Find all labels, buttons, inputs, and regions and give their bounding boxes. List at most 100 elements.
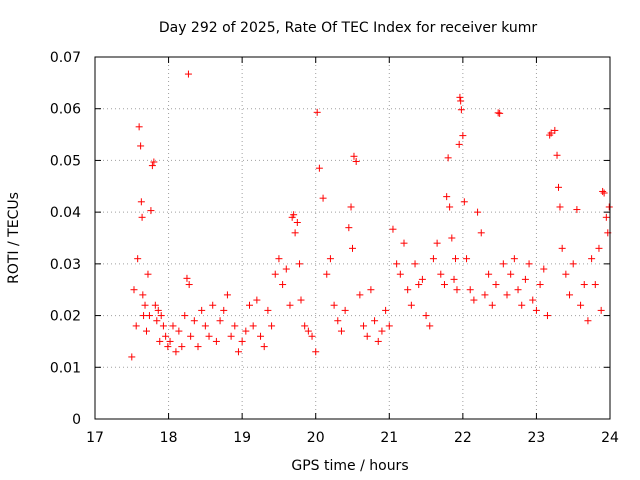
y-tick-label: 0.04	[50, 205, 81, 221]
data-point	[580, 281, 588, 289]
data-point	[137, 198, 145, 206]
data-point	[453, 286, 461, 294]
data-point	[137, 142, 145, 150]
data-point	[404, 286, 412, 294]
data-point	[350, 152, 358, 160]
data-point	[569, 260, 577, 268]
data-point	[443, 193, 451, 201]
data-point	[573, 206, 581, 214]
data-point	[347, 203, 355, 211]
data-point	[481, 291, 489, 299]
data-point	[238, 337, 246, 345]
data-point	[139, 291, 147, 299]
data-point	[345, 224, 353, 232]
data-point	[135, 123, 143, 131]
data-point	[153, 317, 161, 325]
data-point	[301, 322, 309, 330]
x-tick-label: 17	[86, 430, 104, 446]
data-point	[286, 301, 294, 309]
data-point	[356, 291, 364, 299]
data-point	[437, 270, 445, 278]
data-points	[128, 70, 613, 361]
data-point	[141, 301, 149, 309]
data-point	[134, 255, 142, 263]
data-point	[205, 332, 213, 340]
data-point	[145, 312, 153, 320]
data-point	[159, 322, 167, 330]
data-point	[466, 286, 474, 294]
data-point	[422, 312, 430, 320]
data-point	[488, 301, 496, 309]
grid	[95, 57, 610, 419]
axes: 17 18 19 20 21 22 23 24 0 0.01 0.02 0.03 0.04 0.05 0.0…	[50, 50, 619, 446]
data-point	[378, 327, 386, 335]
data-point	[150, 158, 158, 166]
data-point	[315, 164, 323, 172]
data-point	[470, 296, 478, 304]
y-axis-label: ROTI / TECUs	[6, 192, 22, 284]
data-point	[494, 109, 502, 117]
data-point	[156, 337, 164, 345]
data-point	[175, 327, 183, 335]
data-point	[304, 327, 312, 335]
data-point	[147, 207, 155, 215]
data-point	[209, 301, 217, 309]
data-point	[128, 353, 136, 361]
data-point	[187, 332, 195, 340]
data-point	[503, 291, 511, 299]
data-point	[257, 332, 265, 340]
data-point	[532, 306, 540, 314]
data-point	[444, 154, 452, 162]
data-point	[293, 218, 301, 226]
data-point	[411, 260, 419, 268]
data-point	[566, 291, 574, 299]
data-point	[507, 270, 515, 278]
data-point	[185, 281, 193, 289]
data-point	[460, 198, 468, 206]
data-point	[268, 322, 276, 330]
data-point	[349, 244, 356, 252]
data-point	[429, 255, 437, 263]
data-point	[312, 348, 320, 356]
data-point	[555, 183, 562, 191]
data-point	[194, 343, 202, 351]
data-point	[326, 255, 334, 263]
data-point	[456, 93, 464, 101]
data-point	[602, 213, 610, 221]
data-point	[591, 281, 599, 289]
data-point	[457, 97, 465, 105]
data-point	[157, 312, 165, 320]
data-point	[547, 129, 555, 137]
data-point	[556, 203, 564, 211]
data-point	[396, 270, 404, 278]
data-point	[178, 343, 186, 351]
data-point	[330, 301, 338, 309]
data-point	[553, 151, 561, 159]
data-point	[558, 244, 566, 252]
data-point	[234, 348, 242, 356]
data-point	[551, 126, 559, 134]
data-point	[518, 301, 526, 309]
data-point	[166, 337, 174, 345]
data-point	[352, 157, 360, 165]
data-point	[130, 286, 138, 294]
data-point	[371, 317, 379, 325]
x-tick-label: 22	[454, 430, 472, 446]
data-point	[172, 348, 180, 356]
data-point	[271, 270, 279, 278]
data-point	[492, 281, 500, 289]
data-point	[457, 106, 465, 114]
data-point	[450, 275, 458, 283]
data-point	[597, 306, 605, 314]
data-point	[264, 306, 272, 314]
data-point	[151, 301, 159, 309]
x-tick-label: 21	[380, 430, 398, 446]
data-point	[242, 327, 250, 335]
data-point	[140, 312, 148, 320]
x-tick-label: 24	[601, 430, 619, 446]
y-tick-label: 0.07	[50, 50, 81, 66]
data-point	[148, 162, 156, 170]
data-point	[297, 296, 305, 304]
data-point	[452, 255, 459, 263]
